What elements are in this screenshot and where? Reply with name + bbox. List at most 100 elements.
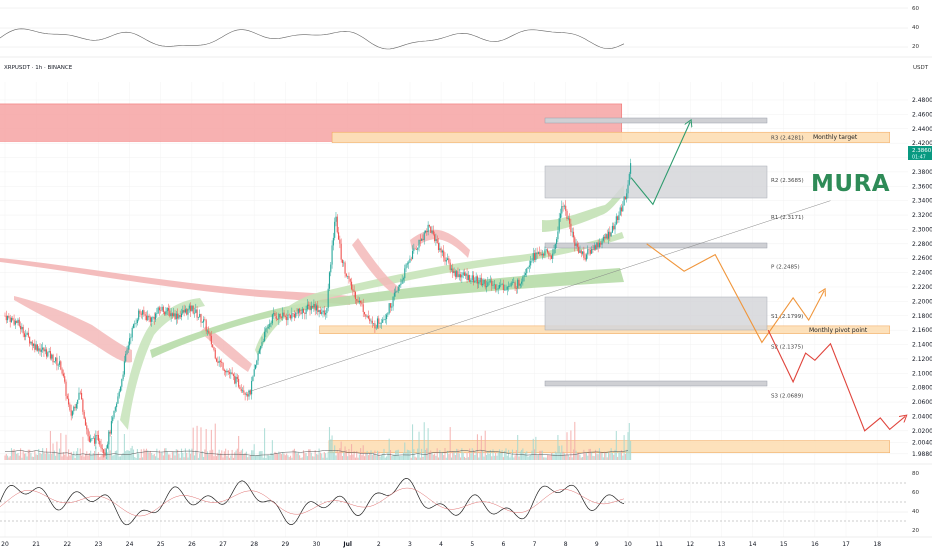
volume-bar (496, 455, 498, 460)
volume-bar (569, 456, 571, 460)
volume-bar (393, 454, 395, 460)
candle-body (553, 249, 555, 254)
volume-bar (200, 427, 202, 460)
candle-body (470, 279, 472, 282)
volume-bar (43, 452, 45, 460)
candle-body (161, 306, 163, 311)
volume-bar (580, 457, 582, 460)
candle-body (572, 231, 575, 238)
candle-body (84, 418, 87, 426)
candle-body (396, 290, 398, 292)
candle-body (7, 315, 9, 321)
time-tick-label: 24 (126, 541, 134, 548)
volume-bar (131, 445, 133, 460)
volume-bar (445, 457, 447, 460)
candle-body (613, 225, 615, 230)
candle-body (245, 394, 247, 395)
volume-bar (574, 421, 576, 460)
candle-body (408, 262, 410, 264)
candle-body (23, 333, 26, 337)
volume-bar (338, 452, 340, 460)
candle-body (474, 280, 476, 283)
volume-bar (36, 454, 38, 460)
volume-bar (440, 452, 442, 460)
time-tick-label: 21 (32, 541, 40, 548)
candle-body (419, 239, 421, 241)
candle-body (336, 216, 338, 233)
candle-body (479, 277, 481, 283)
volume-bar (610, 448, 612, 460)
volume-bar (230, 455, 232, 460)
candle-body (469, 275, 471, 282)
volume-bar (522, 448, 524, 460)
candle-body (30, 341, 32, 344)
volume-bar (601, 453, 603, 460)
candle-body (530, 261, 532, 266)
candle-body (218, 360, 220, 363)
volume-bar (158, 450, 161, 460)
candle-body (510, 282, 512, 286)
candle-body (439, 248, 441, 250)
volume-bar (593, 456, 595, 460)
volume-bar (262, 457, 264, 460)
candle-body (70, 410, 72, 416)
candle-body (295, 312, 297, 318)
candle-body (447, 258, 449, 260)
candle-body (291, 313, 293, 319)
volume-bar (460, 457, 462, 460)
candle-body (476, 276, 478, 284)
candle-body (56, 357, 58, 366)
volume-bar (42, 448, 44, 460)
volume-bar (87, 455, 89, 460)
pivot-level-label: P (2.2485) (771, 264, 800, 270)
candle-body (164, 312, 166, 315)
volume-bar (138, 453, 140, 460)
candle-body (301, 308, 303, 314)
volume-bar (450, 457, 453, 460)
bottom-rsi-tick-40: 40 (912, 509, 919, 515)
volume-bar (605, 452, 607, 460)
volume-bar (34, 450, 36, 460)
volume-bar (319, 452, 321, 460)
price-axis[interactable]: 2.48002.46002.44002.42002.40002.38002.36… (912, 97, 932, 458)
volume-bar (261, 451, 263, 460)
candle-body (286, 316, 288, 321)
candle-body (12, 318, 14, 320)
candle-body (214, 349, 216, 359)
candle-body (334, 221, 336, 238)
volume-bar (611, 453, 613, 460)
candle-body (327, 288, 329, 309)
candle-body (628, 173, 630, 185)
current-price-badge: 2.3860 01:47 (908, 146, 932, 161)
candle-body (127, 345, 129, 350)
volume-bar (288, 457, 290, 460)
candle-body (436, 239, 438, 244)
candle-body (458, 274, 460, 277)
candle-body (374, 323, 376, 329)
candle-body (588, 249, 590, 251)
volume-bar (267, 455, 270, 460)
volume-bar (291, 457, 293, 460)
volume-bar (617, 456, 619, 460)
volume-bar (264, 428, 266, 460)
volume-bar (97, 452, 99, 460)
candle-body (406, 263, 408, 265)
time-axis[interactable]: 20 21 22 23 24 25 26 27 28 29 30 Jul 2 3 4 5 6 7 8 9 10 11 12 1… (1, 541, 881, 548)
candle-body (565, 205, 567, 211)
candle-body (367, 316, 369, 319)
candle-body (602, 236, 604, 241)
volume-bar (444, 448, 446, 460)
candle-body (223, 369, 225, 371)
time-tick-label: 14 (749, 541, 757, 548)
green-ribbon-1 (120, 298, 205, 430)
candle-body (230, 372, 232, 374)
volume-bar (489, 449, 491, 460)
volume-bar (591, 452, 593, 460)
candle-body (10, 318, 13, 323)
candle-body (129, 338, 131, 346)
candle-body (14, 320, 16, 325)
volume-bar (628, 423, 630, 460)
bullish-scenario-arrow (630, 122, 690, 206)
volume-bar (322, 457, 324, 460)
